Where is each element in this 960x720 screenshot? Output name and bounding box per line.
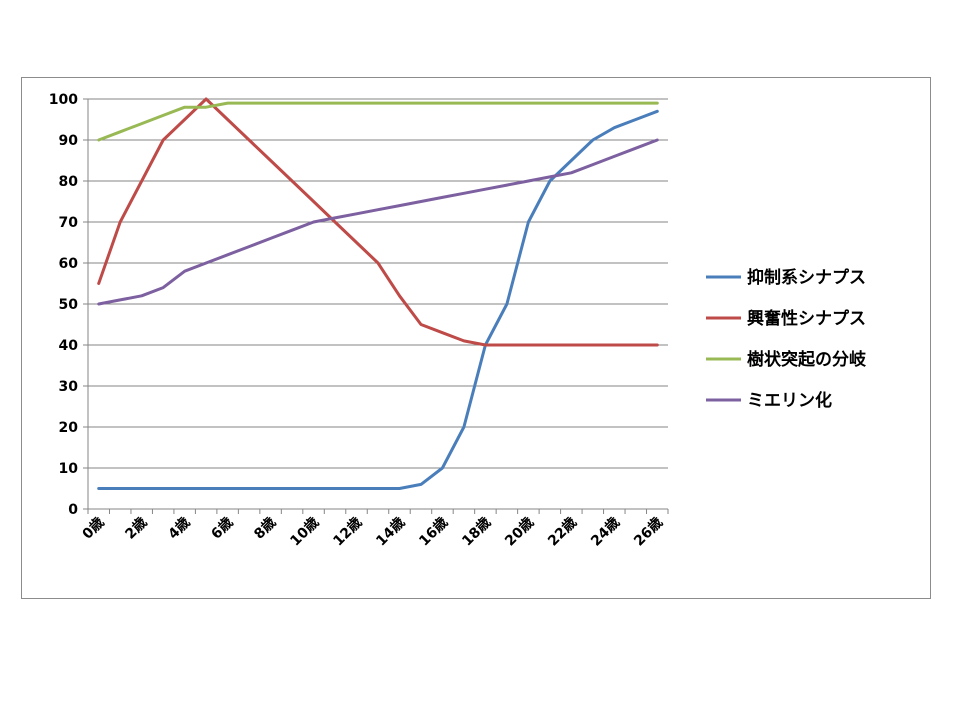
x-tick-label: 6歳 (208, 514, 237, 543)
y-tick-label: 70 (59, 215, 79, 231)
series-line-4 (97, 138, 659, 306)
y-tick-label: 60 (59, 256, 79, 272)
y-tick-label: 90 (59, 133, 79, 149)
y-tick-label: 20 (59, 420, 79, 436)
y-tick-label: 50 (59, 297, 79, 313)
series-line-1 (97, 109, 659, 490)
y-tick-label: 30 (59, 379, 79, 395)
y-tick-label: 10 (59, 461, 79, 477)
x-tick-label: 2歳 (122, 514, 151, 543)
y-tick-labels: 0 10 20 30 40 50 60 70 80 90 100 (49, 92, 78, 518)
legend-label-1: 抑制系シナプス (747, 267, 866, 288)
x-tick-label: 4歳 (165, 514, 194, 543)
y-tick-label: 40 (59, 338, 79, 354)
series-line-2 (97, 97, 659, 347)
legend-label-2: 興奮性シナプス (747, 308, 866, 329)
x-tick-label: 24歳 (587, 514, 623, 550)
x-tick-label: 10歳 (287, 514, 323, 550)
legend-label-3: 樹状突起の分岐 (747, 349, 867, 370)
chart-frame: 0 10 20 30 40 50 60 70 80 90 100 0歳 2歳 4歳 6歳 8歳 10歳 12歳 1… (21, 77, 931, 599)
x-tick-label: 14歳 (373, 514, 409, 550)
x-tick-label: 26歳 (630, 514, 666, 550)
series-line-3 (97, 101, 659, 142)
y-tick-label: 80 (59, 174, 79, 190)
x-tick-label: 8歳 (251, 514, 280, 543)
x-tick-labels: 0歳 2歳 4歳 6歳 8歳 10歳 12歳 14歳 16歳 18歳 20歳 22歳 24歳 26歳 (79, 514, 666, 550)
gridlines (88, 98, 668, 469)
y-tick-label: 0 (68, 502, 78, 518)
x-tick-label: 20歳 (502, 514, 538, 550)
x-tick-label: 16歳 (416, 514, 452, 550)
x-tick-label: 12歳 (330, 514, 366, 550)
y-tick-label: 100 (49, 92, 78, 108)
axes (83, 98, 669, 514)
x-tick-label: 18歳 (459, 514, 495, 550)
series-lines (97, 97, 659, 490)
legend-label-4: ミエリン化 (747, 390, 832, 411)
x-tick-label: 0歳 (79, 514, 108, 543)
x-tick-label: 22歳 (544, 514, 580, 550)
